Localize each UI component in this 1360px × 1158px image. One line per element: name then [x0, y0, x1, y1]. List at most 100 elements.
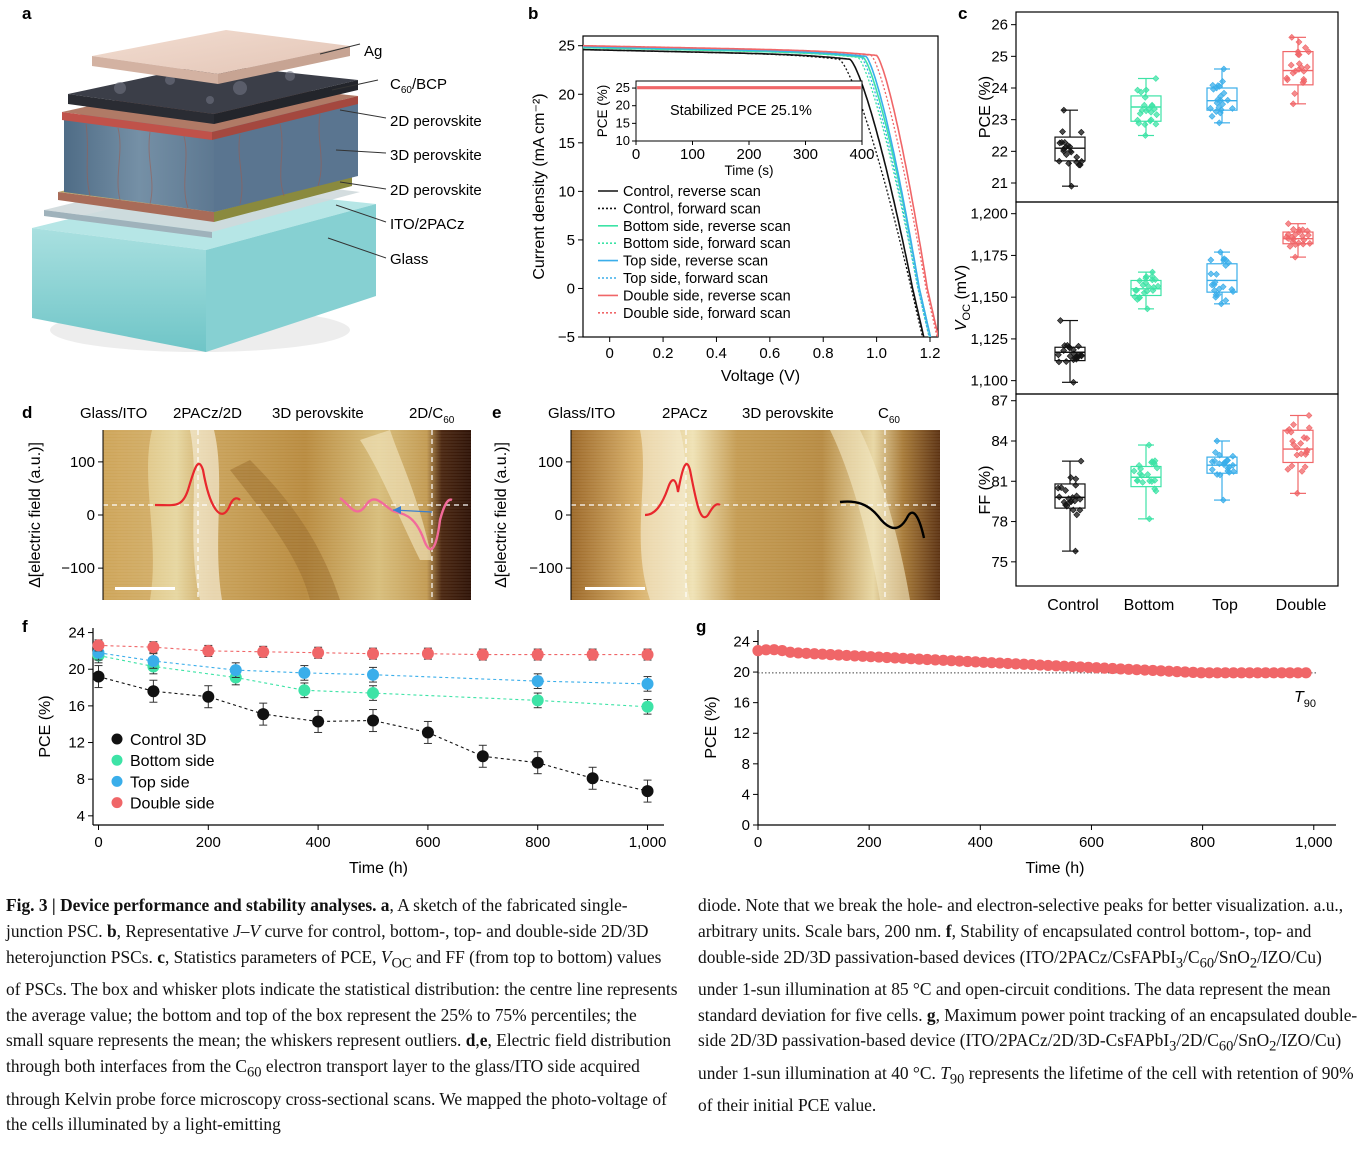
boxplot-ytick-label: 26: [991, 17, 1008, 34]
g-ytick-label: 12: [733, 725, 750, 742]
boxplot-ylabel: PCE (%): [977, 76, 994, 138]
box-datapoint: [1299, 226, 1307, 234]
box-datapoint: [1152, 487, 1160, 495]
box-datapoint: [1143, 287, 1151, 295]
g-datapoint: [1195, 667, 1207, 679]
g-datapoint: [841, 649, 853, 662]
jv-xtick-label: 0.2: [653, 345, 674, 362]
box-datapoint: [1208, 458, 1216, 466]
f-datapoint: [92, 639, 105, 652]
boxplot-ylabel: FF (%): [977, 466, 994, 515]
box-datapoint: [1306, 239, 1314, 247]
f-datapoint: [367, 687, 380, 700]
jv-curve: [583, 48, 925, 337]
box-datapoint: [1293, 444, 1301, 452]
stability-chart: 0 200 400 600 800 1,000 4 8 12 16 20 24 Time (h) PCE …: [37, 625, 666, 877]
g-datapoint: [873, 651, 885, 663]
box-datapoint: [1147, 116, 1155, 124]
box-datapoint: [1300, 77, 1308, 85]
box-datapoint: [1215, 119, 1223, 127]
g-datapoint: [1002, 657, 1014, 670]
g-datapoint: [1179, 666, 1191, 678]
mpp-tracking-chart: 0 200 400 600 800 1,000 0 4 8 12 16 20 24 Time (h) PCE…: [703, 630, 1336, 877]
box-datapoint: [1154, 282, 1162, 290]
header-d-glass-ito: Glass/ITO: [80, 405, 147, 422]
box-datapoint: [1076, 161, 1084, 169]
box-datapoint: [1213, 471, 1221, 478]
box-datapoint: [1153, 111, 1161, 119]
f-datapoint: [641, 648, 654, 661]
g-datapoint: [800, 647, 812, 659]
g-datapoint: [1098, 662, 1111, 674]
box-datapoint: [1075, 342, 1082, 350]
caption-text-1: Fig. 3 | Device performance and stabilit…: [6, 895, 678, 1135]
panel-label-e: e: [492, 403, 501, 422]
f-datapoint: [367, 714, 380, 727]
f-ylabel: PCE (%): [37, 695, 54, 757]
g-datapoint: [1171, 666, 1183, 678]
f-xtick-label: 0: [94, 834, 102, 851]
box-datapoint: [1136, 277, 1144, 285]
box-datapoint: [1220, 89, 1228, 97]
g-datapoint: [857, 650, 869, 662]
g-ytick-label: 0: [742, 817, 750, 834]
g-datapoint: [1090, 662, 1103, 674]
box-datapoint: [1072, 475, 1080, 483]
statistics-boxplots: 21 22 23 24 25 26 PCE (%) 1,100 1,125 1,150 1,175 1…: [953, 11, 1339, 614]
inset-ytick-label: 20: [616, 98, 630, 113]
layer-label-2d-bottom: 2D perovskite: [390, 182, 482, 199]
g-datapoint: [1115, 663, 1127, 675]
box-datapoint: [1228, 286, 1236, 293]
g-datapoint: [849, 650, 861, 662]
g-datapoint: [1235, 667, 1248, 679]
boxplot-frame: [1015, 393, 1339, 587]
box-datapoint: [1220, 459, 1228, 467]
box-datapoint: [1289, 225, 1297, 233]
boxplot-ytick-label: 25: [991, 48, 1008, 65]
box-datapoint: [1138, 106, 1146, 114]
header-e-2pacz: 2PACz: [662, 405, 708, 422]
f-legend-marker: [111, 775, 123, 787]
box-datapoint: [1294, 48, 1302, 56]
boxplot-category-label: Control: [1047, 597, 1099, 614]
f-datapoint: [531, 756, 544, 769]
g-ytick-label: 4: [742, 786, 750, 803]
box-datapoint: [1062, 486, 1070, 494]
g-ytick-label: 24: [733, 633, 750, 650]
g-datapoint: [816, 648, 829, 660]
box-datapoint: [1230, 467, 1238, 475]
boxplot-ytick-label: 75: [991, 554, 1008, 571]
box-datapoint: [1288, 33, 1296, 41]
inset-xtick-label: 300: [793, 146, 818, 163]
g-xtick-label: 1,000: [1295, 834, 1333, 851]
g-datapoint: [1042, 659, 1054, 672]
box-datapoint: [1224, 464, 1232, 472]
inset-ytick-label: 15: [616, 115, 630, 130]
box-datapoint: [1286, 242, 1294, 250]
g-datapoint: [1203, 667, 1215, 679]
g-datapoint: [1155, 665, 1167, 677]
f-datapoint: [298, 684, 311, 697]
box-datapoint: [1141, 93, 1149, 101]
g-datapoint: [897, 652, 909, 664]
panel-label-f: f: [22, 617, 28, 636]
box-datapoint: [1212, 448, 1219, 456]
box-datapoint: [1303, 435, 1311, 442]
box-datapoint: [1210, 85, 1217, 93]
boxplot-ytick-label: 1,200: [970, 206, 1008, 223]
f-datapoint: [531, 694, 544, 707]
jv-curve: [583, 45, 938, 337]
f-ytick-label: 20: [68, 661, 85, 678]
g-datapoint: [1292, 667, 1304, 679]
jv-curve: [583, 44, 938, 337]
header-d-2pacz-2d: 2PACz/2D: [173, 405, 242, 422]
box-datapoint: [1151, 476, 1159, 484]
boxplot-ytick-label: 23: [991, 112, 1008, 129]
boxplot-ytick-label: 81: [991, 473, 1008, 490]
box-datapoint: [1220, 65, 1228, 73]
jv-legend-label: Double side, reverse scan: [623, 288, 791, 304]
layer-label-ag: Ag: [364, 43, 382, 60]
jv-ytick-label: 10: [558, 183, 575, 200]
box-datapoint: [1133, 296, 1141, 303]
box-datapoint: [1217, 106, 1225, 114]
